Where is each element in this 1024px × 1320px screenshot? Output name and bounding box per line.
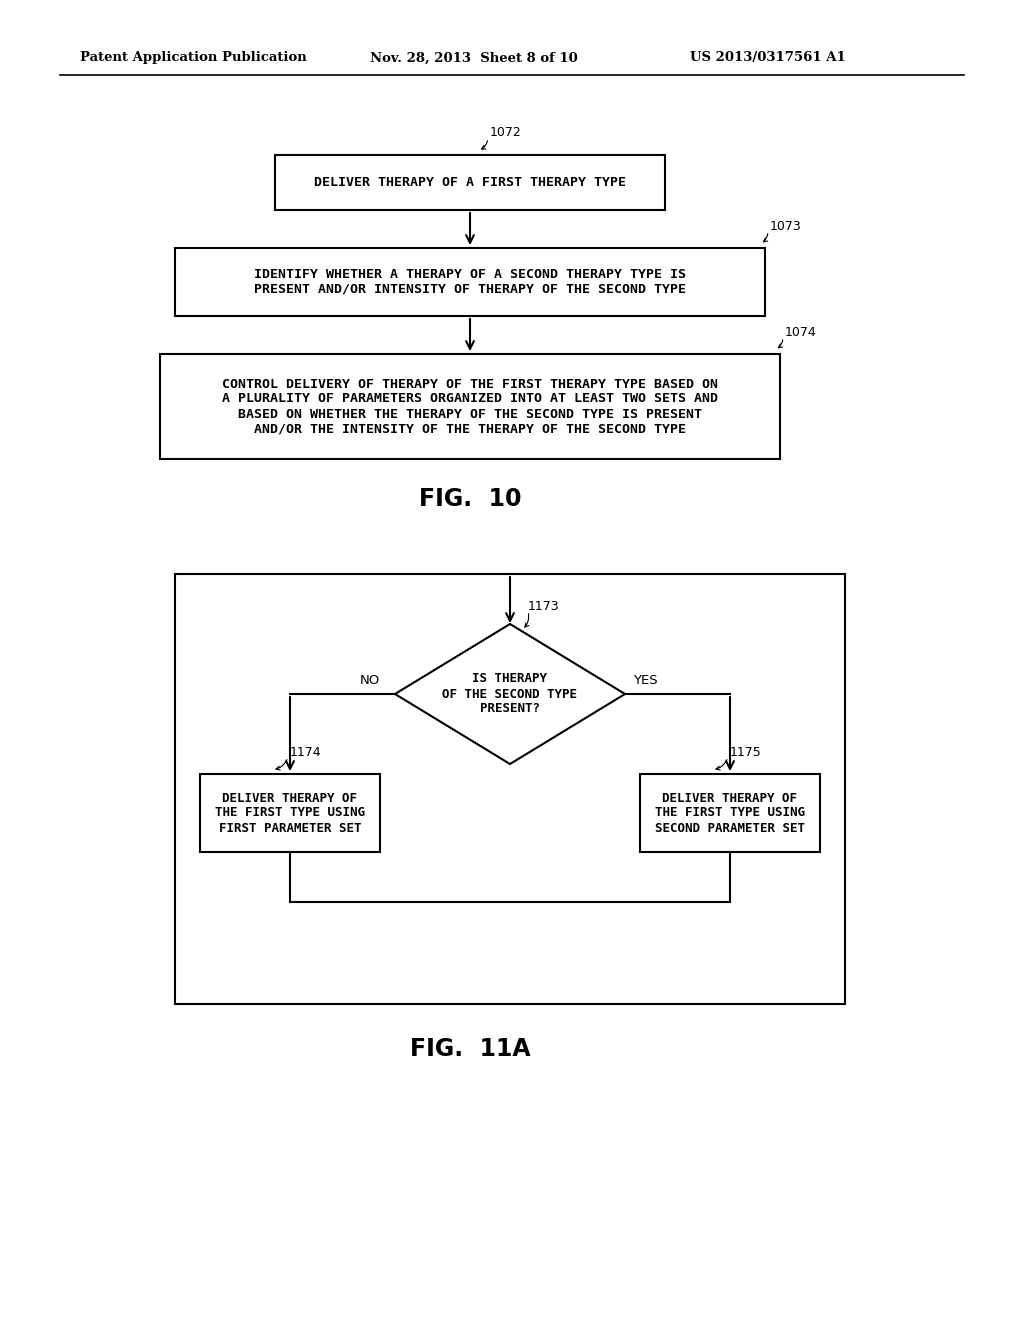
FancyBboxPatch shape bbox=[275, 154, 665, 210]
Text: 1072: 1072 bbox=[490, 127, 522, 140]
FancyBboxPatch shape bbox=[160, 354, 780, 459]
Text: IDENTIFY WHETHER A THERAPY OF A SECOND THERAPY TYPE IS
PRESENT AND/OR INTENSITY : IDENTIFY WHETHER A THERAPY OF A SECOND T… bbox=[254, 268, 686, 296]
Text: IS THERAPY
OF THE SECOND TYPE
PRESENT?: IS THERAPY OF THE SECOND TYPE PRESENT? bbox=[442, 672, 578, 715]
Text: DELIVER THERAPY OF
THE FIRST TYPE USING
FIRST PARAMETER SET: DELIVER THERAPY OF THE FIRST TYPE USING … bbox=[215, 792, 365, 834]
Text: Patent Application Publication: Patent Application Publication bbox=[80, 51, 307, 65]
FancyBboxPatch shape bbox=[175, 248, 765, 315]
Text: FIG.  10: FIG. 10 bbox=[419, 487, 521, 511]
Polygon shape bbox=[395, 624, 625, 764]
Text: DELIVER THERAPY OF A FIRST THERAPY TYPE: DELIVER THERAPY OF A FIRST THERAPY TYPE bbox=[314, 176, 626, 189]
FancyBboxPatch shape bbox=[200, 774, 380, 851]
Text: NO: NO bbox=[359, 673, 380, 686]
Text: YES: YES bbox=[633, 673, 657, 686]
Text: DELIVER THERAPY OF
THE FIRST TYPE USING
SECOND PARAMETER SET: DELIVER THERAPY OF THE FIRST TYPE USING … bbox=[655, 792, 805, 834]
FancyBboxPatch shape bbox=[640, 774, 820, 851]
Text: US 2013/0317561 A1: US 2013/0317561 A1 bbox=[690, 51, 846, 65]
Text: 1073: 1073 bbox=[770, 219, 802, 232]
Text: FIG.  11A: FIG. 11A bbox=[410, 1038, 530, 1061]
Text: 1175: 1175 bbox=[730, 746, 762, 759]
Text: CONTROL DELIVERY OF THERAPY OF THE FIRST THERAPY TYPE BASED ON
A PLURALITY OF PA: CONTROL DELIVERY OF THERAPY OF THE FIRST… bbox=[222, 378, 718, 436]
Text: 1174: 1174 bbox=[290, 746, 322, 759]
Text: 1074: 1074 bbox=[785, 326, 817, 338]
FancyBboxPatch shape bbox=[175, 574, 845, 1005]
Text: 1173: 1173 bbox=[528, 599, 560, 612]
Text: Nov. 28, 2013  Sheet 8 of 10: Nov. 28, 2013 Sheet 8 of 10 bbox=[370, 51, 578, 65]
